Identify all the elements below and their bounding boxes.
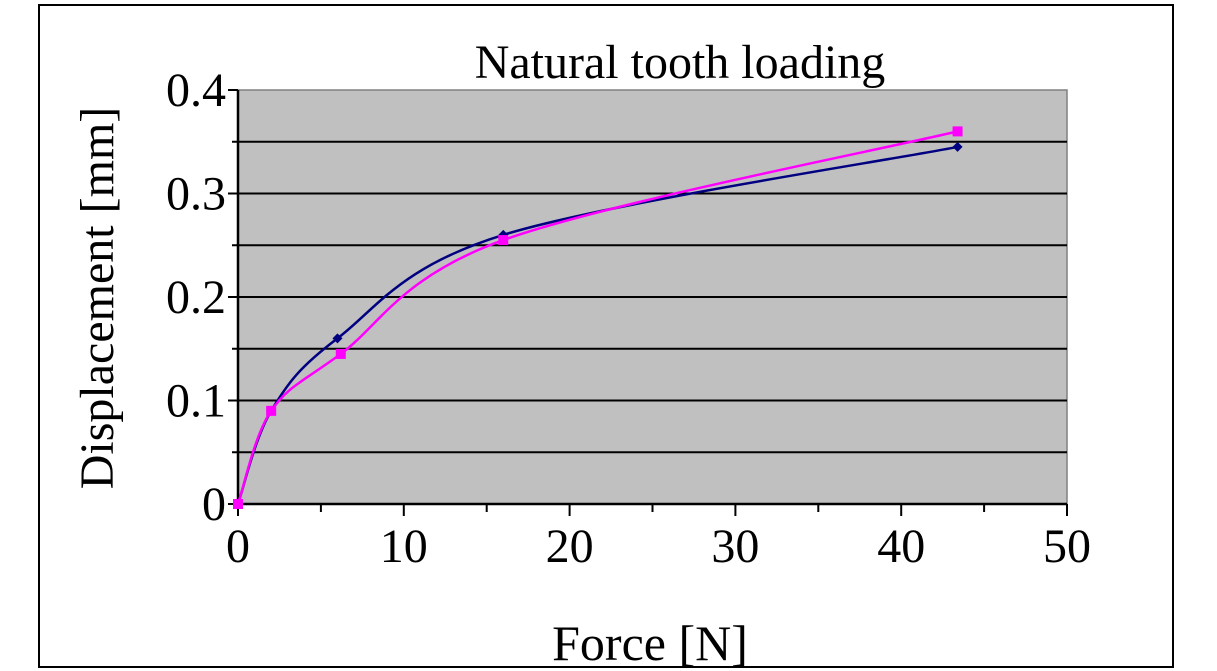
data-point: [952, 126, 963, 137]
series-line: [236, 130, 958, 505]
y-tick-label: 0.3: [166, 168, 226, 221]
y-tick-label: 0.2: [166, 271, 226, 324]
y-tick-label: 0.4: [166, 64, 226, 117]
x-tick-label: 50: [1043, 520, 1091, 573]
y-tick-label: 0.1: [166, 375, 226, 428]
x-tick-label: 30: [711, 520, 759, 573]
data-point: [233, 499, 243, 509]
x-tick-label: 40: [877, 520, 925, 573]
x-tick-labels: 0 10 20 30 40 50: [226, 520, 1091, 573]
data-point: [335, 348, 346, 359]
data-point: [952, 141, 963, 152]
data-point: [498, 235, 509, 246]
series-2: [233, 126, 963, 509]
series-layer: [233, 126, 963, 509]
y-axis-title: Displacement [mm]: [71, 107, 124, 490]
data-point: [332, 333, 343, 344]
y-tick-label: 0: [202, 478, 226, 531]
chart-title: Natural tooth loading: [475, 36, 886, 89]
x-tick-label: 0: [226, 520, 250, 573]
data-point: [266, 405, 277, 416]
x-tick-label: 10: [380, 520, 428, 573]
axes: [228, 89, 1068, 516]
grid-lines: [238, 140, 1067, 454]
x-axis-title: Force [N]: [552, 615, 748, 671]
y-tick-labels: 0 0.1 0.2 0.3 0.4: [166, 64, 226, 531]
x-tick-label: 20: [546, 520, 594, 573]
